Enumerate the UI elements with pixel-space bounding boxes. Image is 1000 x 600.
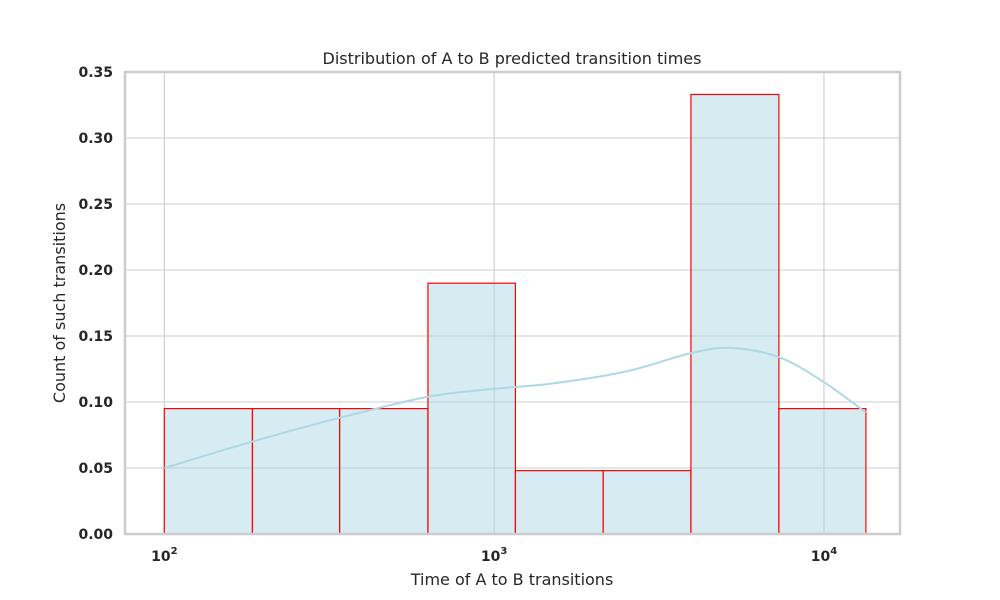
y-axis-label: Count of such transitions xyxy=(50,203,69,403)
x-tick-labels: 102 103 104 xyxy=(151,546,837,565)
histogram-bar xyxy=(778,408,867,535)
x-tick-exponent: 4 xyxy=(830,546,837,557)
y-tick-label: 0.20 xyxy=(78,263,113,279)
x-tick-label: 102 xyxy=(151,546,177,565)
y-tick-label: 0.10 xyxy=(78,395,113,411)
histogram-bar xyxy=(690,93,780,535)
x-tick-base: 10 xyxy=(811,549,831,565)
histogram-bar xyxy=(514,470,604,535)
y-tick-label: 0.00 xyxy=(78,527,113,543)
x-tick-base: 10 xyxy=(151,549,171,565)
x-tick-label: 104 xyxy=(811,546,837,565)
histogram-bar xyxy=(602,470,692,535)
histogram-bar xyxy=(251,408,341,535)
x-axis-label: Time of A to B transitions xyxy=(410,570,614,589)
plot-frame xyxy=(123,70,902,536)
histogram-bar xyxy=(339,408,429,535)
y-tick-label: 0.25 xyxy=(78,197,113,213)
x-tick-exponent: 2 xyxy=(171,546,178,557)
y-tick-labels: 0.00 0.05 0.10 0.15 0.20 0.25 0.30 0.35 xyxy=(78,65,113,543)
kde-curve xyxy=(164,346,867,469)
chart-title: Distribution of A to B predicted transit… xyxy=(323,49,702,68)
bars-layer xyxy=(163,93,867,535)
histogram-bar xyxy=(163,408,254,535)
x-tick-label: 103 xyxy=(481,546,507,565)
x-tick-exponent: 3 xyxy=(500,546,507,557)
x-tick-base: 10 xyxy=(481,549,501,565)
histogram-bar xyxy=(427,282,517,535)
kde-layer xyxy=(164,346,867,469)
y-tick-label: 0.35 xyxy=(78,65,113,81)
y-tick-label: 0.05 xyxy=(78,461,113,477)
y-tick-label: 0.15 xyxy=(78,329,113,345)
y-tick-label: 0.30 xyxy=(78,131,113,147)
